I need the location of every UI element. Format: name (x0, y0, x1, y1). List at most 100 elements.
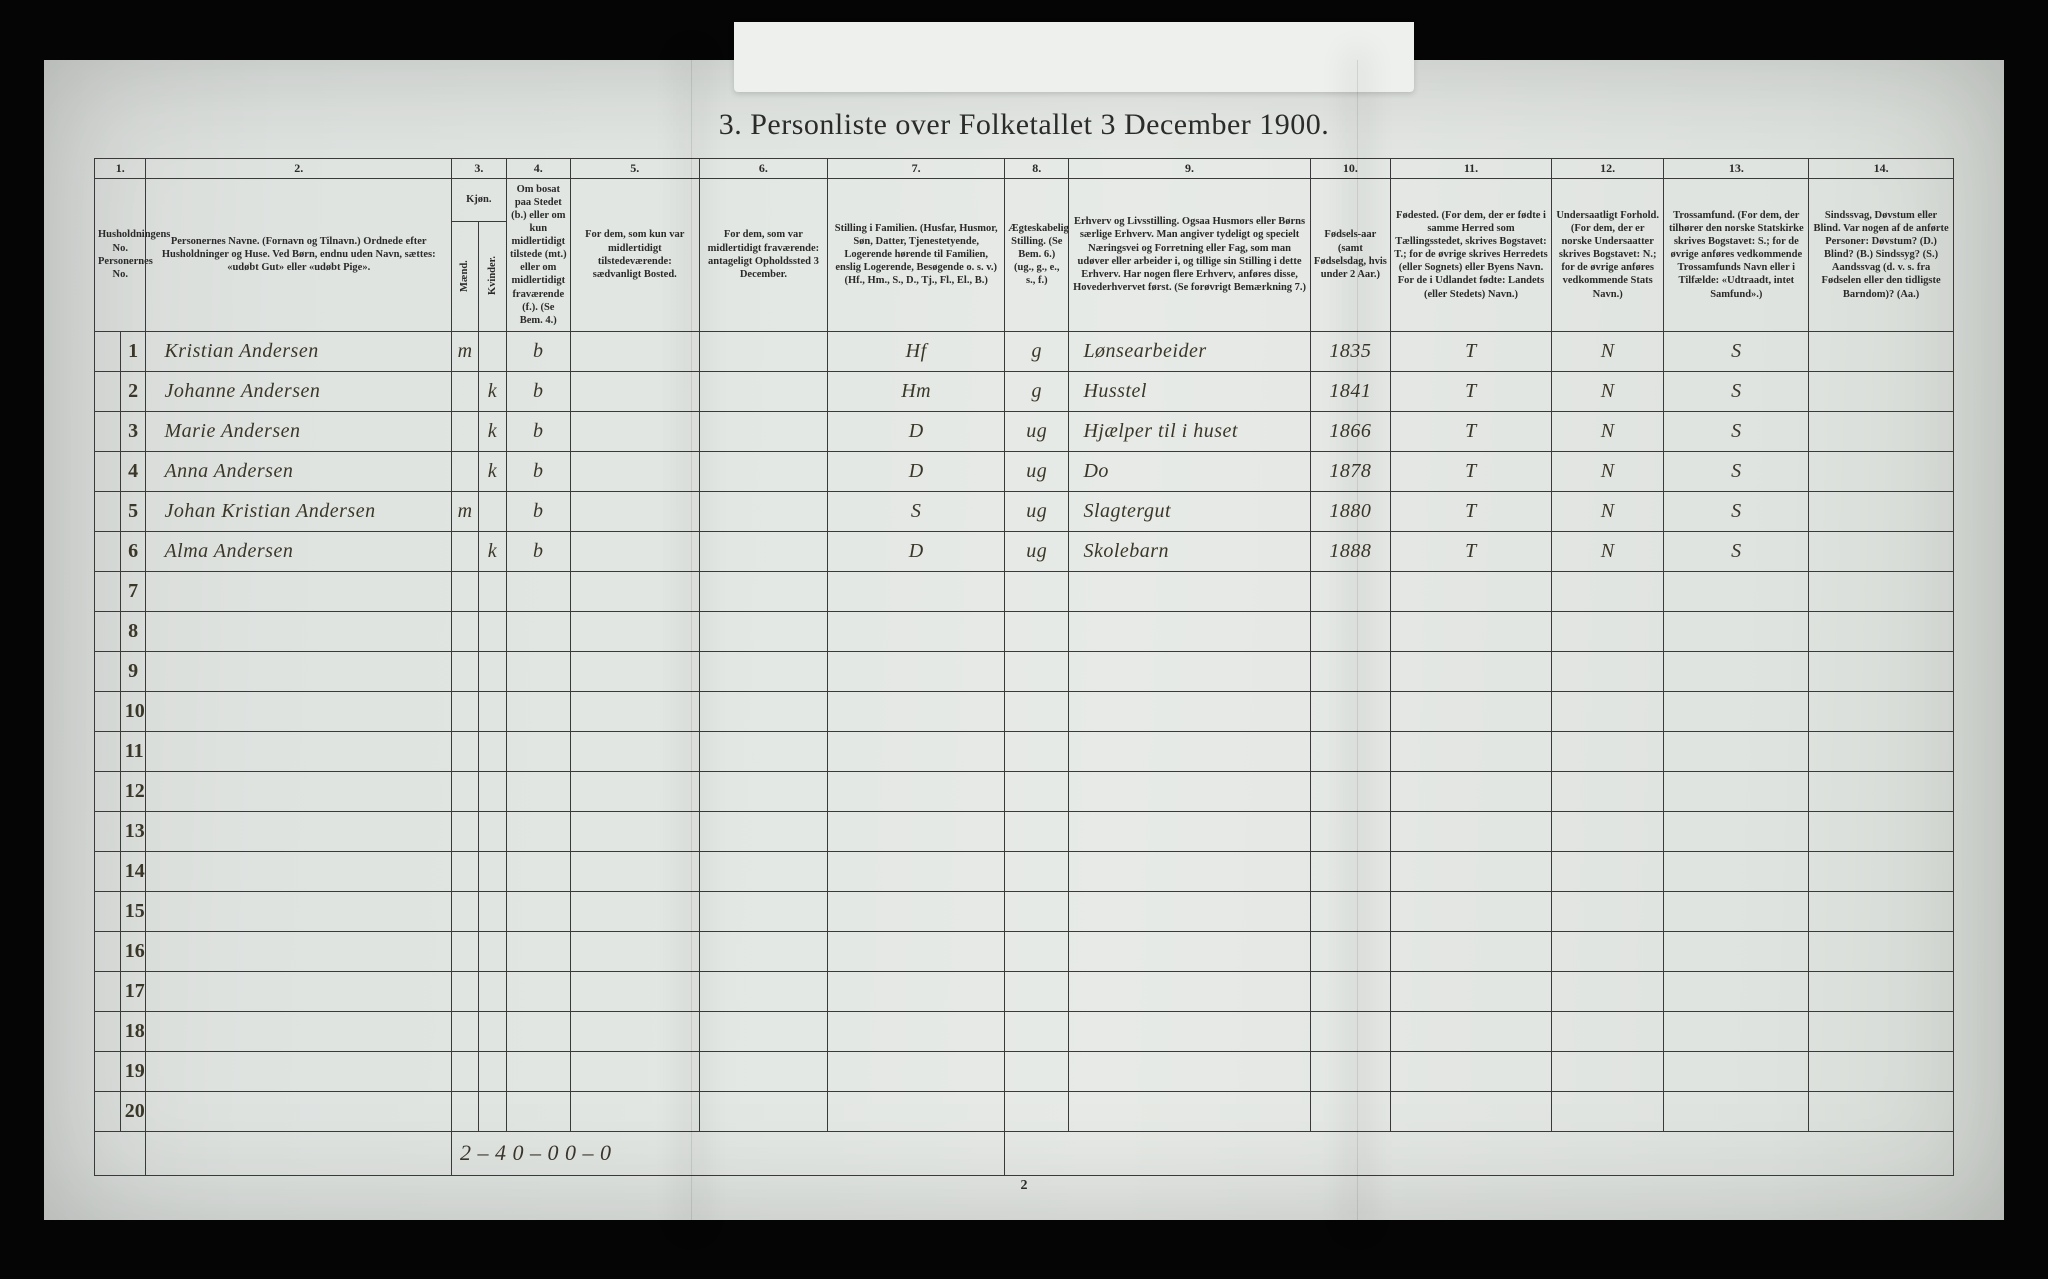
household-no (95, 491, 121, 531)
cell-empty (1069, 771, 1310, 811)
cell-empty (1310, 891, 1390, 931)
table-row-empty: 12 (95, 771, 1954, 811)
census-table: 1. 2. 3. 4. 5. 6. 7. 8. 9. 10. 11. 12. 1… (94, 158, 1954, 1176)
cell-empty (1391, 811, 1552, 851)
person-no: 16 (120, 931, 146, 971)
cell-empty (1005, 691, 1069, 731)
cell-name: Alma Andersen (146, 531, 452, 571)
table-row-empty: 19 (95, 1051, 1954, 1091)
cell-empty (146, 571, 452, 611)
cell-c6 (699, 531, 828, 571)
cell-empty (1069, 851, 1310, 891)
cell-empty (1069, 1011, 1310, 1051)
cell-birthyear: 1866 (1310, 411, 1390, 451)
cell-empty (1310, 851, 1390, 891)
cell-empty (1005, 931, 1069, 971)
cell-empty (570, 851, 699, 891)
cell-empty (1310, 571, 1390, 611)
cell-c14 (1809, 411, 1954, 451)
cell-empty (1664, 1011, 1809, 1051)
person-no: 20 (120, 1091, 146, 1131)
cell-empty (146, 851, 452, 891)
cell-birthplace: T (1391, 411, 1552, 451)
top-paper-tab (734, 22, 1414, 92)
table-row-empty: 14 (95, 851, 1954, 891)
cell-empty (451, 651, 478, 691)
cell-marital: ug (1005, 451, 1069, 491)
cell-empty (1664, 651, 1809, 691)
cell-empty (451, 1011, 478, 1051)
cell-empty (506, 971, 570, 1011)
household-no (95, 411, 121, 451)
cell-empty (1664, 851, 1809, 891)
cell-empty (1069, 571, 1310, 611)
cell-empty (828, 651, 1005, 691)
person-no: 10 (120, 691, 146, 731)
cell-empty (1391, 611, 1552, 651)
cell-c5 (570, 531, 699, 571)
cell-empty (1551, 851, 1664, 891)
page-title: 3. Personliste over Folketallet 3 Decemb… (94, 108, 1954, 142)
household-no (95, 971, 121, 1011)
cell-empty (1664, 971, 1809, 1011)
cell-empty (506, 1051, 570, 1091)
cell-empty (1809, 731, 1954, 771)
cell-empty (699, 1051, 828, 1091)
cell-empty (828, 891, 1005, 931)
cell-empty (828, 851, 1005, 891)
colnum-14: 14. (1809, 158, 1954, 178)
cell-empty (1069, 811, 1310, 851)
household-no (95, 1011, 121, 1051)
cell-empty (1664, 811, 1809, 851)
cell-empty (1005, 771, 1069, 811)
cell-c6 (699, 491, 828, 531)
cell-name: Kristian Andersen (146, 331, 452, 371)
person-no: 11 (120, 731, 146, 771)
table-row-empty: 10 (95, 691, 1954, 731)
cell-nationality: N (1551, 331, 1664, 371)
cell-empty (1391, 931, 1552, 971)
household-no (95, 691, 121, 731)
table-row-empty: 11 (95, 731, 1954, 771)
person-no: 8 (120, 611, 146, 651)
household-no (95, 1051, 121, 1091)
colnum-10: 10. (1310, 158, 1390, 178)
cell-empty (479, 651, 506, 691)
cell-empty (1310, 811, 1390, 851)
footer-tally: 2 – 4 0 – 0 0 – 0 (451, 1131, 1004, 1175)
cell-c14 (1809, 451, 1954, 491)
cell-empty (570, 971, 699, 1011)
cell-empty (1310, 1051, 1390, 1091)
cell-empty (570, 691, 699, 731)
cell-empty (146, 731, 452, 771)
household-no (95, 891, 121, 931)
cell-empty (451, 811, 478, 851)
cell-religion: S (1664, 371, 1809, 411)
cell-empty (828, 731, 1005, 771)
person-no: 18 (120, 1011, 146, 1051)
cell-empty (1551, 651, 1664, 691)
cell-family-position: Hf (828, 331, 1005, 371)
cell-residence: b (506, 411, 570, 451)
person-no: 4 (120, 451, 146, 491)
cell-empty (1310, 1011, 1390, 1051)
table-row-empty: 17 (95, 971, 1954, 1011)
person-no: 7 (120, 571, 146, 611)
colnum-3: 3. (451, 158, 506, 178)
cell-empty (1551, 971, 1664, 1011)
header-c11: Fødested. (For dem, der er fødte i samme… (1391, 178, 1552, 331)
cell-birthplace: T (1391, 371, 1552, 411)
cell-empty (451, 571, 478, 611)
cell-empty (1310, 611, 1390, 651)
cell-residence: b (506, 371, 570, 411)
cell-empty (570, 1091, 699, 1131)
cell-empty (1809, 1051, 1954, 1091)
household-no (95, 1091, 121, 1131)
cell-empty (699, 771, 828, 811)
cell-empty (1664, 771, 1809, 811)
cell-occupation: Slagtergut (1069, 491, 1310, 531)
census-page: 3. Personliste over Folketallet 3 Decemb… (44, 60, 2004, 1220)
colnum-2: 2. (146, 158, 452, 178)
cell-empty (479, 611, 506, 651)
cell-family-position: S (828, 491, 1005, 531)
